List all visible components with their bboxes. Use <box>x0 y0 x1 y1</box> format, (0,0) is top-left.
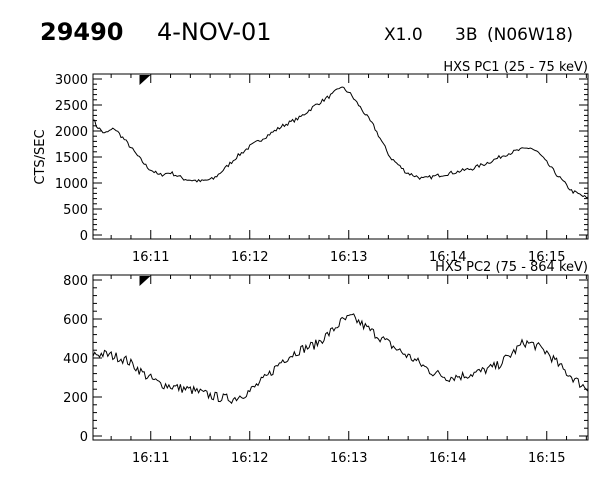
panel-pc1-x-ticks: 16:11 16:12 16:13 16:14 16:15 <box>110 74 587 265</box>
y-tick-label: 1000 <box>55 177 88 192</box>
y-tick-label: 1500 <box>55 151 88 166</box>
panel-pc2-title: HXS PC2 (75 - 864 keV) <box>435 260 588 275</box>
panel-pc2-marker <box>139 276 151 286</box>
x-tick-label: 16:14 <box>429 451 466 466</box>
panel-pc1-title: HXS PC1 (25 - 75 keV) <box>443 60 588 75</box>
panel-pc1-frame <box>92 73 589 240</box>
y-tick-label: 200 <box>63 391 88 406</box>
panel-pc2-frame <box>92 274 589 441</box>
y-tick-label: 0 <box>80 430 88 445</box>
y-axis-label: CTS/SEC <box>33 129 48 184</box>
panel-pc2-y-ticks: 0 200 400 600 800 <box>63 274 588 445</box>
panel-pc2-x-ticks: 16:11 16:12 16:13 16:14 16:15 <box>110 275 587 466</box>
x-tick-label: 16:13 <box>330 250 367 265</box>
y-tick-label: 3000 <box>55 73 88 88</box>
panel-pc1: HXS PC1 (25 - 75 keV) CTS/SEC 16:11 16:12… <box>33 60 589 265</box>
flare-importance: 3B <box>455 25 477 45</box>
y-tick-label: 2000 <box>55 125 88 140</box>
panel-pc1-y-ticks: 0 500 1000 1500 2000 2500 3000 <box>55 73 588 244</box>
y-tick-label: 400 <box>63 352 88 367</box>
x-tick-label: 16:11 <box>132 451 169 466</box>
x-tick-label: 16:14 <box>429 250 466 265</box>
y-tick-label: 2500 <box>55 99 88 114</box>
y-tick-label: 800 <box>63 274 88 289</box>
flare-class: X1.0 <box>384 25 423 45</box>
pc1-count-rate-line <box>92 86 589 199</box>
panel-pc1-marker <box>139 75 151 85</box>
flare-location: (N06W18) <box>487 25 573 45</box>
panel-pc2: HXS PC2 (75 - 864 keV) 16:11 16:12 16:13 16… <box>63 260 589 466</box>
pc2-count-rate-line <box>92 313 589 405</box>
x-tick-label: 16:15 <box>528 250 565 265</box>
event-id: 29490 <box>40 18 124 46</box>
y-tick-label: 500 <box>63 203 88 218</box>
x-tick-label: 16:15 <box>528 451 565 466</box>
y-tick-label: 0 <box>80 229 88 244</box>
x-tick-label: 16:12 <box>231 250 268 265</box>
y-tick-label: 600 <box>63 313 88 328</box>
x-tick-label: 16:13 <box>330 451 367 466</box>
event-date: 4-NOV-01 <box>157 18 272 46</box>
x-tick-label: 16:12 <box>231 451 268 466</box>
x-tick-label: 16:11 <box>132 250 169 265</box>
